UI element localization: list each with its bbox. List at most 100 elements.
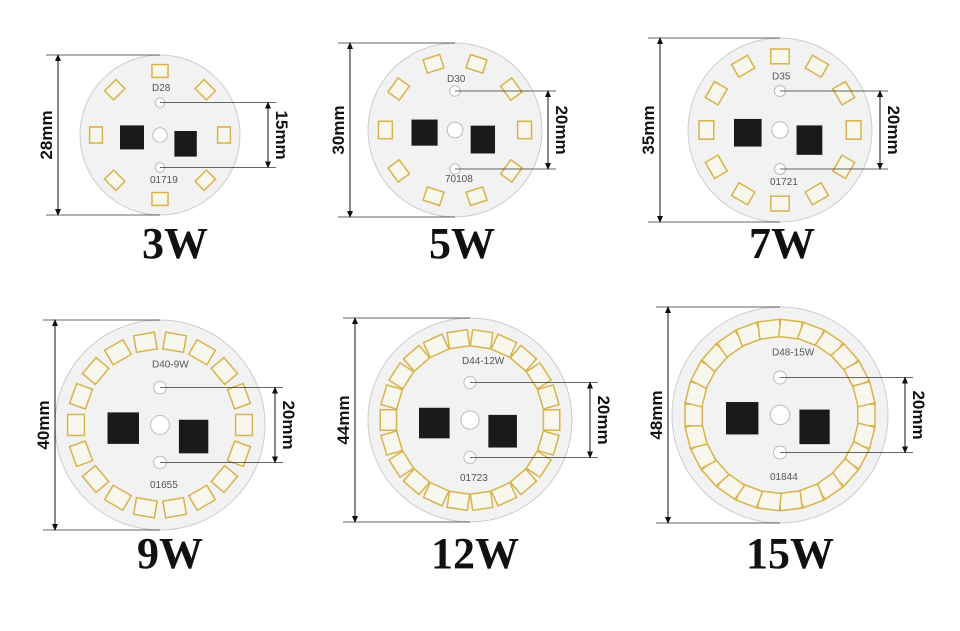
led-chip bbox=[380, 429, 404, 457]
led-chip bbox=[377, 120, 394, 140]
led-chip bbox=[226, 440, 252, 468]
led-chip bbox=[730, 181, 756, 206]
led-chip bbox=[756, 318, 783, 340]
led-chip bbox=[704, 80, 729, 106]
led-chip bbox=[490, 481, 518, 507]
led-chip bbox=[402, 467, 431, 496]
led-chip bbox=[831, 80, 856, 106]
led-chip bbox=[187, 338, 217, 366]
hole-spacing-label: 20mm bbox=[884, 105, 903, 154]
led-chip bbox=[210, 464, 239, 494]
led-chip bbox=[509, 344, 538, 373]
diameter-label: 44mm bbox=[334, 395, 353, 444]
diameter-label: 35mm bbox=[639, 105, 658, 154]
led-chip bbox=[103, 338, 133, 366]
hole-spacing-label: 15mm bbox=[272, 110, 291, 159]
board-15w: D48-15W 01844 48mm 20mm 15W bbox=[647, 306, 928, 578]
driver-ic bbox=[796, 125, 823, 155]
led-chip bbox=[777, 490, 804, 512]
led-chip bbox=[132, 496, 159, 519]
led-chip bbox=[499, 76, 524, 102]
led-chip bbox=[387, 361, 415, 390]
led-chip bbox=[804, 54, 830, 79]
rectifier-chip bbox=[419, 407, 450, 439]
led-chip bbox=[469, 328, 494, 350]
led-chip bbox=[66, 413, 86, 437]
led-chip bbox=[516, 120, 533, 140]
led-chip bbox=[536, 429, 560, 457]
center-hole bbox=[769, 404, 791, 426]
power-label: 9W bbox=[137, 529, 203, 578]
board-5w: D30 70108 30mm 20mm 5W bbox=[329, 42, 571, 268]
led-chip bbox=[402, 344, 431, 373]
led-chip bbox=[542, 409, 561, 431]
led-chip bbox=[422, 53, 445, 75]
led-chip bbox=[509, 467, 538, 496]
power-label: 12W bbox=[431, 529, 519, 578]
diameter-label: 28mm bbox=[37, 110, 56, 159]
rectifier-chip bbox=[107, 412, 139, 444]
led-chip bbox=[151, 191, 169, 207]
center-hole bbox=[771, 121, 789, 139]
led-chip bbox=[379, 409, 398, 431]
led-chip bbox=[770, 195, 790, 212]
board-7w: D35 01721 35mm 20mm 7W bbox=[639, 37, 903, 268]
hole-spacing-label: 20mm bbox=[594, 395, 613, 444]
led-chip bbox=[446, 328, 471, 350]
diameter-label: 48mm bbox=[647, 390, 666, 439]
led-chip bbox=[469, 490, 494, 512]
hole-spacing-label: 20mm bbox=[279, 400, 298, 449]
led-chip bbox=[68, 440, 94, 468]
board-code: D35 bbox=[772, 71, 791, 82]
led-chip bbox=[226, 382, 252, 410]
led-chip bbox=[210, 356, 239, 386]
led-chip bbox=[81, 464, 110, 494]
board-code: D44-12W bbox=[462, 356, 505, 367]
rectifier-chip bbox=[120, 125, 144, 150]
center-hole bbox=[152, 127, 168, 143]
led-chip bbox=[704, 154, 729, 180]
power-label: 3W bbox=[142, 219, 208, 268]
led-chip bbox=[81, 356, 110, 386]
power-label: 7W bbox=[749, 219, 815, 268]
diameter-label: 30mm bbox=[329, 105, 348, 154]
hole-spacing-label: 20mm bbox=[909, 390, 928, 439]
led-chip bbox=[161, 496, 188, 519]
led-chip bbox=[103, 484, 133, 512]
led-chip bbox=[387, 450, 415, 479]
led-chip bbox=[446, 490, 471, 512]
center-hole bbox=[460, 410, 480, 430]
led-chip bbox=[422, 481, 450, 507]
led-chip bbox=[490, 333, 518, 359]
led-chip bbox=[536, 383, 560, 411]
rectifier-chip bbox=[726, 402, 759, 435]
led-chip bbox=[698, 120, 715, 140]
board-marking: 01844 bbox=[770, 472, 798, 483]
board-marking: 70108 bbox=[445, 174, 473, 185]
led-chip bbox=[68, 382, 94, 410]
led-chip bbox=[499, 158, 524, 184]
driver-ic bbox=[470, 125, 496, 154]
led-chip bbox=[465, 53, 488, 75]
board-9w: D40-9W 01655 40mm 20mm 9W bbox=[34, 319, 298, 578]
rectifier-chip bbox=[411, 119, 438, 146]
led-chip bbox=[386, 76, 411, 102]
led-chip bbox=[380, 383, 404, 411]
driver-ic bbox=[178, 419, 209, 454]
led-chip bbox=[857, 403, 876, 427]
board-marking: 01723 bbox=[460, 473, 488, 484]
led-chip bbox=[852, 380, 876, 408]
led-chip bbox=[187, 484, 217, 512]
led-chip bbox=[684, 403, 703, 427]
board-marking: 01719 bbox=[150, 175, 178, 186]
led-chip bbox=[132, 331, 159, 354]
driver-ic bbox=[174, 131, 197, 157]
led-chip bbox=[730, 54, 756, 79]
led-chip bbox=[88, 126, 104, 144]
power-label: 15W bbox=[746, 529, 834, 578]
board-marking: 01655 bbox=[150, 480, 178, 491]
led-chip bbox=[831, 154, 856, 180]
center-hole bbox=[150, 415, 170, 435]
